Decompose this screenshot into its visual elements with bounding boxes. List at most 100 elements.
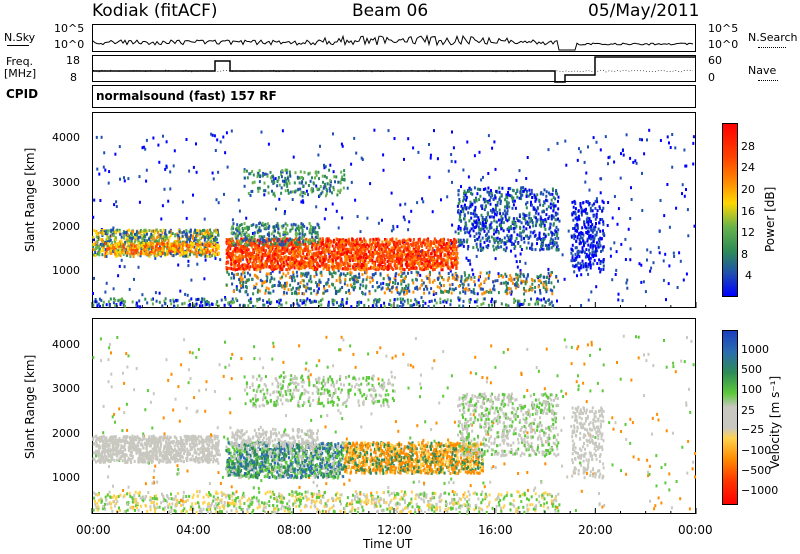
power-cell: [190, 247, 193, 250]
power-cell: [534, 290, 537, 294]
power-noise-cell: [615, 250, 618, 254]
power-cell: [425, 275, 428, 279]
power-cell: [180, 245, 183, 249]
power-cell: [396, 254, 399, 258]
power-cell: [314, 231, 317, 235]
power-noise-cell: [454, 230, 457, 234]
power-cell: [488, 274, 490, 277]
power-cell: [385, 287, 388, 291]
power-cell: [283, 290, 286, 294]
power-noise-cell: [92, 292, 94, 295]
power-noise-cell: [683, 194, 686, 198]
power-noise-cell: [225, 131, 228, 135]
power-cell: [240, 255, 243, 259]
power-noise-cell: [187, 259, 190, 263]
power-cell: [377, 237, 380, 241]
power-noise-cell: [161, 204, 164, 208]
power-noise-cell: [620, 242, 623, 246]
power-cell: [265, 272, 268, 276]
power-cell: [186, 248, 189, 252]
power-cell: [454, 278, 457, 281]
power-cell: [502, 212, 505, 216]
power-cell: [217, 246, 220, 250]
power-cell: [199, 230, 202, 234]
power-cell: [429, 240, 432, 244]
power-noise-cell: [97, 302, 100, 306]
power-noise-cell: [576, 158, 579, 162]
power-cell: [341, 286, 344, 289]
power-cell: [365, 268, 368, 272]
power-noise-cell: [515, 178, 518, 182]
power-cell: [399, 251, 402, 255]
power-cell: [542, 192, 545, 196]
power-cell: [155, 245, 158, 249]
power-cell: [465, 287, 468, 291]
power-noise-cell: [582, 249, 585, 253]
power-cell: [398, 248, 401, 252]
power-cell: [272, 230, 275, 234]
power-cell: [468, 186, 471, 190]
power-noise-cell: [127, 177, 130, 181]
power-cell: [335, 279, 338, 282]
power-cell: [117, 249, 120, 253]
power-cell: [396, 291, 399, 294]
power-cell: [292, 272, 295, 276]
power-noise-cell: [284, 210, 286, 214]
power-cell: [331, 275, 334, 279]
power-cell: [110, 244, 113, 248]
power-cell: [467, 288, 470, 292]
power-cell: [238, 228, 241, 232]
power-cell: [394, 282, 397, 285]
power-cell: [228, 238, 231, 241]
power-cell: [385, 283, 388, 286]
power-cell: [288, 265, 291, 268]
power-cell: [203, 236, 206, 240]
power-cell: [394, 259, 397, 263]
power-cell: [429, 243, 432, 247]
power-noise-cell: [556, 141, 559, 145]
power-cell: [280, 252, 283, 255]
power-cell: [298, 240, 301, 244]
power-cell: [246, 225, 249, 229]
power-cell: [232, 273, 235, 277]
power-cell: [282, 261, 285, 265]
power-noise-cell: [329, 163, 332, 167]
power-cell: [189, 230, 192, 234]
power-noise-cell: [278, 197, 281, 201]
power-noise-cell: [466, 140, 469, 144]
power-cell: [321, 255, 324, 259]
power-noise-cell: [369, 182, 372, 186]
power-cell: [514, 192, 517, 195]
power-cell: [151, 245, 154, 249]
power-cell: [173, 251, 176, 255]
power-cell: [396, 266, 399, 270]
power-cell: [282, 240, 285, 244]
power-cell: [95, 244, 98, 248]
power-cell: [373, 246, 375, 249]
power-cell: [318, 226, 321, 230]
power-cell: [498, 223, 501, 227]
power-noise-cell: [408, 220, 411, 224]
power-cell: [268, 257, 271, 261]
power-cell: [189, 252, 191, 256]
xtick-1600: 16:00: [478, 523, 513, 537]
power-cell: [313, 259, 316, 263]
power-cell: [130, 248, 133, 252]
power-cell: [181, 248, 184, 252]
freq-label-2: [MHz]: [4, 67, 37, 80]
power-noise-cell: [493, 140, 496, 144]
power-cell: [433, 250, 436, 254]
power-cell: [394, 254, 397, 258]
power-cell: [506, 209, 509, 213]
power-cell: [490, 215, 493, 219]
power-cell: [194, 242, 197, 245]
power-cell: [316, 231, 319, 235]
power-cell: [179, 253, 182, 257]
power-cell: [178, 250, 181, 254]
power-noise-cell: [412, 146, 415, 150]
power-cell: [408, 247, 411, 251]
power-cell: [345, 267, 348, 270]
velocity-ytick-1000: 1000: [52, 471, 80, 484]
power-cell: [387, 276, 390, 280]
power-cell: [176, 251, 179, 255]
